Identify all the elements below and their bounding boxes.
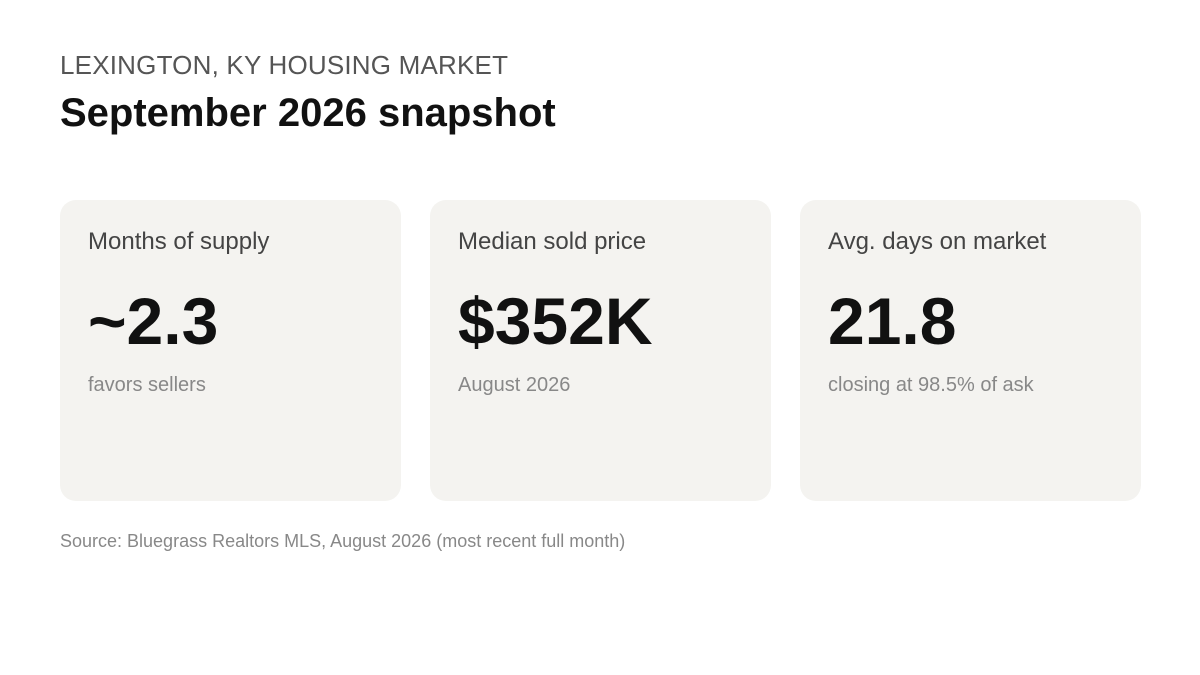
stat-card-avg-days-on-market: Avg. days on market 21.8 closing at 98.5… [800,200,1141,501]
stat-card-note: August 2026 [458,374,571,396]
stat-card-value: $352K [458,284,653,358]
stat-card-median-sold-price: Median sold price $352K August 2026 [430,200,771,501]
source-note: Source: Bluegrass Realtors MLS, August 2… [60,531,626,551]
stat-card-label: Avg. days on market [828,228,1047,255]
stat-card-label: Median sold price [458,228,647,255]
page-title: September 2026 snapshot [60,91,556,135]
stat-card-label: Months of supply [88,228,270,255]
stat-card-value: 21.8 [828,284,957,358]
stat-card-note: closing at 98.5% of ask [828,374,1034,396]
stat-card-months-of-supply: Months of supply ~2.3 favors sellers [60,200,401,501]
stat-card-value: ~2.3 [88,284,219,358]
stat-cards: Months of supply ~2.3 favors sellers Med… [60,200,1141,501]
market-eyebrow: LEXINGTON, KY HOUSING MARKET [60,50,509,80]
stat-card-note: favors sellers [88,374,206,396]
